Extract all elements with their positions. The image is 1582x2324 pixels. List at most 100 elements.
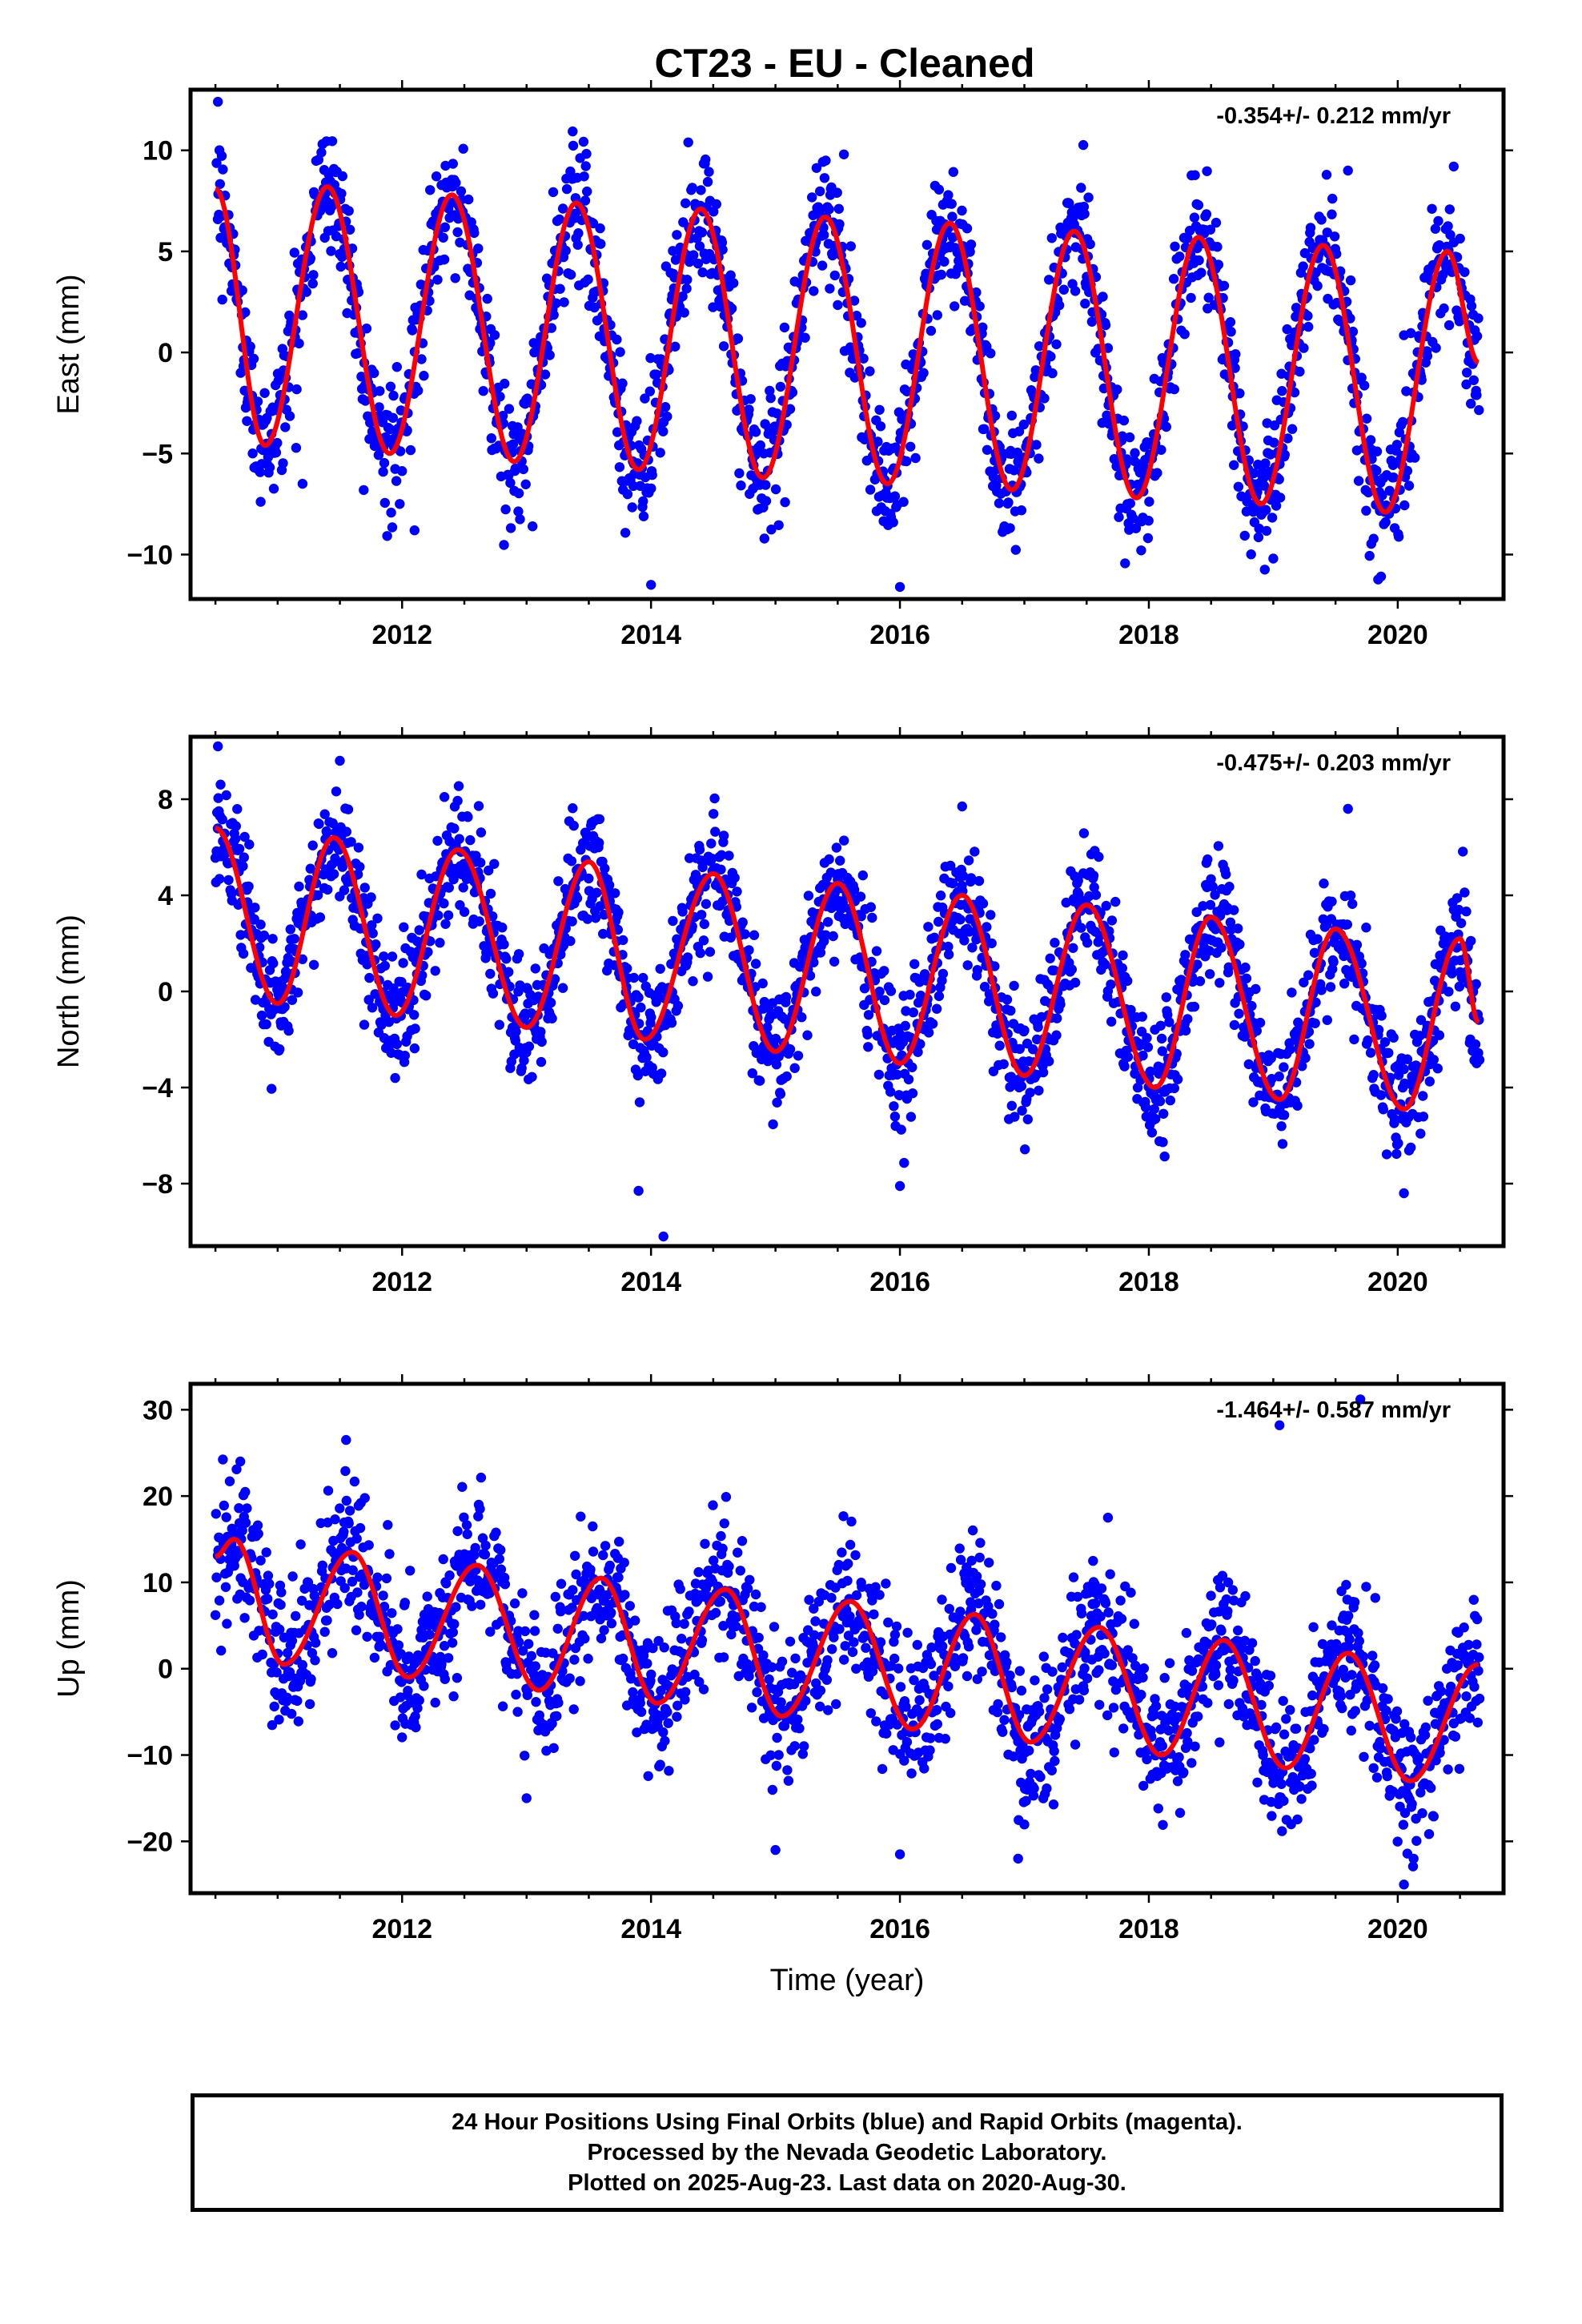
- data-point: [439, 254, 450, 265]
- data-point: [666, 1018, 677, 1028]
- x-tick-label: 2012: [371, 620, 432, 650]
- data-point: [708, 302, 718, 312]
- data-point: [1260, 458, 1271, 468]
- north-axis-label: North (mm): [52, 915, 86, 1068]
- data-point: [385, 1659, 396, 1671]
- data-point: [504, 967, 514, 977]
- data-point: [583, 1654, 593, 1664]
- east-frame: [188, 87, 1506, 601]
- data-point: [936, 269, 947, 280]
- data-point: [505, 523, 516, 533]
- data-point: [570, 1550, 580, 1562]
- data-point: [1393, 532, 1404, 542]
- data-point: [230, 834, 241, 844]
- data-point: [979, 982, 990, 992]
- data-point: [488, 988, 499, 999]
- data-point: [530, 963, 540, 974]
- data-point: [1388, 1032, 1399, 1043]
- data-point: [1305, 223, 1316, 233]
- data-point: [775, 1088, 786, 1100]
- data-point: [994, 1040, 1005, 1051]
- data-point: [451, 1602, 461, 1612]
- data-point: [412, 1703, 423, 1714]
- data-point: [267, 1720, 278, 1731]
- data-point: [332, 1598, 343, 1610]
- data-point: [1076, 183, 1086, 193]
- data-point: [1126, 1004, 1136, 1015]
- data-point: [821, 930, 831, 940]
- data-point: [323, 884, 333, 895]
- data-point: [1384, 485, 1395, 496]
- data-point: [773, 520, 784, 530]
- data-point: [391, 362, 402, 372]
- data-point: [1114, 512, 1124, 522]
- data-point: [595, 223, 605, 234]
- data-point: [1461, 907, 1472, 917]
- north-rate-annotation: -0.475+/- 0.203 mm/yr: [1216, 750, 1451, 776]
- data-point: [222, 1618, 232, 1629]
- data-point: [1031, 440, 1042, 450]
- data-point: [511, 1027, 521, 1037]
- data-point: [752, 1687, 762, 1698]
- data-point: [1415, 1128, 1426, 1139]
- data-point: [604, 880, 615, 891]
- data-point: [1210, 890, 1220, 900]
- data-point: [1034, 341, 1045, 352]
- data-point: [400, 1051, 410, 1061]
- data-point: [1022, 1114, 1034, 1124]
- data-point: [1298, 261, 1308, 271]
- data-point: [1117, 431, 1128, 441]
- data-point: [390, 1072, 400, 1084]
- data-point: [1219, 280, 1230, 291]
- data-point: [907, 1088, 918, 1099]
- data-point: [855, 891, 866, 902]
- data-point: [1112, 384, 1122, 395]
- data-point: [772, 1732, 782, 1743]
- data-point: [218, 1454, 228, 1465]
- data-point: [733, 1547, 743, 1558]
- data-point: [1434, 240, 1445, 251]
- data-point: [787, 387, 798, 398]
- y-tick-label: 0: [158, 338, 173, 368]
- data-point: [520, 1751, 530, 1761]
- data-point: [1025, 1088, 1035, 1098]
- data-point: [818, 230, 829, 240]
- outlier-point: [297, 478, 308, 489]
- data-point: [688, 976, 698, 987]
- data-point: [276, 1587, 287, 1598]
- data-point: [316, 147, 327, 158]
- data-point: [511, 1689, 521, 1700]
- y-tick-label: 4: [158, 881, 173, 911]
- data-point: [934, 184, 945, 195]
- data-point: [907, 1062, 917, 1073]
- data-point: [462, 1529, 472, 1540]
- data-point: [1361, 923, 1371, 933]
- data-point: [697, 267, 708, 278]
- data-point: [694, 1677, 705, 1687]
- data-point: [588, 1521, 598, 1532]
- data-point: [336, 188, 347, 199]
- data-point: [561, 183, 572, 195]
- data-point: [310, 1655, 320, 1666]
- data-point: [405, 1566, 416, 1576]
- data-point: [1028, 1044, 1038, 1055]
- data-point: [1474, 404, 1484, 416]
- data-point: [672, 230, 682, 240]
- data-point: [1253, 532, 1264, 543]
- data-point: [370, 989, 380, 999]
- data-point: [234, 843, 245, 854]
- data-point: [452, 1673, 463, 1683]
- data-point: [234, 1503, 244, 1514]
- data-point: [1202, 166, 1212, 176]
- data-point: [845, 1611, 855, 1622]
- data-point: [785, 404, 796, 414]
- data-point: [347, 1565, 358, 1575]
- data-point: [750, 959, 761, 969]
- data-point: [1433, 215, 1443, 227]
- data-point: [592, 887, 602, 898]
- data-point: [548, 310, 559, 320]
- data-point: [559, 297, 569, 308]
- data-point: [1289, 387, 1300, 398]
- data-point: [758, 1650, 769, 1661]
- data-point: [1444, 204, 1456, 215]
